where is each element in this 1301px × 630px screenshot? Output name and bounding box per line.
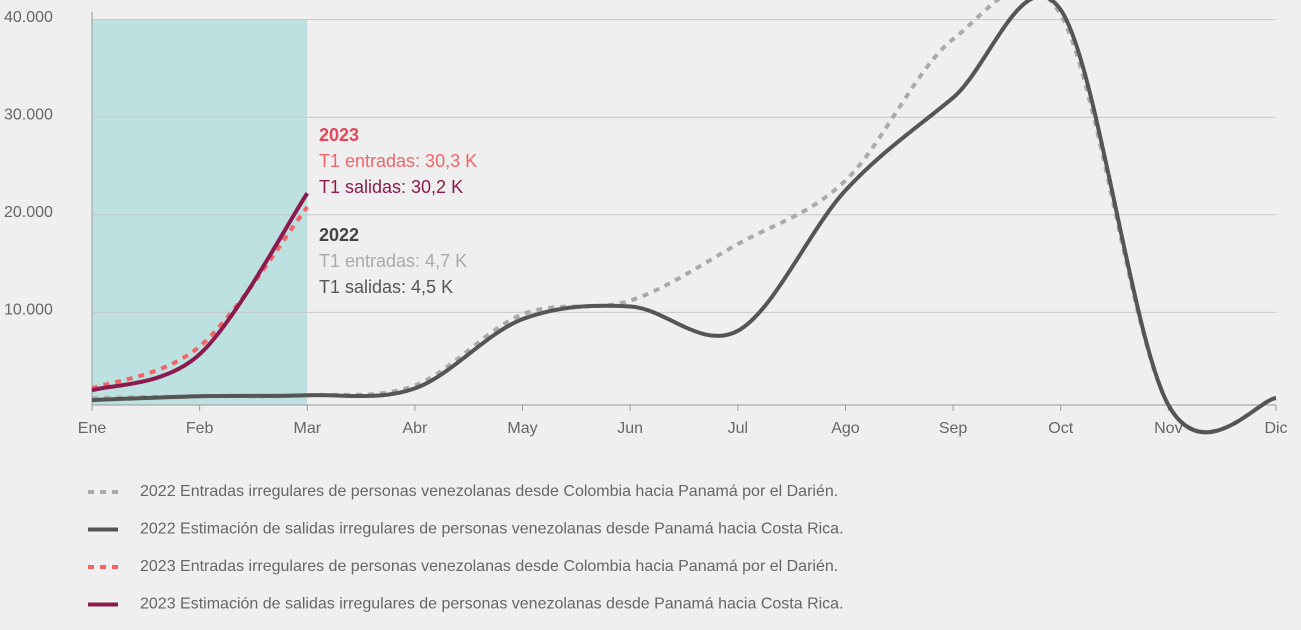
x-tick-label: Ene bbox=[78, 420, 107, 437]
annotation: 2022 bbox=[319, 225, 359, 245]
annotation: T1 entradas: 4,7 K bbox=[319, 251, 467, 271]
series-line bbox=[91, 0, 1277, 435]
annotation: T1 salidas: 4,5 K bbox=[319, 277, 453, 297]
y-tick-label: 20.000 bbox=[4, 204, 53, 221]
annotation: 2023 bbox=[319, 125, 359, 145]
x-tick-label: Abr bbox=[402, 420, 428, 437]
series-line bbox=[91, 205, 309, 391]
series-line bbox=[91, 192, 309, 393]
x-tick-label: Oct bbox=[1048, 420, 1073, 437]
legend-label: 2022 Estimación de salidas irregulares d… bbox=[140, 521, 844, 538]
x-tick-label: Nov bbox=[1154, 420, 1182, 437]
y-tick-label: 40.000 bbox=[4, 9, 53, 26]
y-tick-label: 30.000 bbox=[4, 106, 53, 123]
x-tick-label: Jun bbox=[617, 420, 643, 437]
annotation: T1 entradas: 30,3 K bbox=[319, 151, 477, 171]
annotation: T1 salidas: 30,2 K bbox=[319, 177, 463, 197]
x-tick-label: Dic bbox=[1264, 420, 1287, 437]
x-tick-label: Feb bbox=[186, 420, 214, 437]
x-tick-label: Mar bbox=[293, 420, 321, 437]
legend-label: 2023 Estimación de salidas irregulares d… bbox=[140, 596, 844, 613]
legend-label: 2022 Entradas irregulares de personas ve… bbox=[140, 483, 838, 500]
x-tick-label: Sep bbox=[939, 420, 968, 437]
x-tick-label: Jul bbox=[728, 420, 748, 437]
legend-label: 2023 Entradas irregulares de personas ve… bbox=[140, 558, 838, 575]
y-tick-label: 10.000 bbox=[4, 302, 53, 319]
x-tick-label: May bbox=[507, 420, 537, 437]
x-tick-label: Ago bbox=[831, 420, 860, 437]
highlight-region bbox=[92, 19, 308, 405]
